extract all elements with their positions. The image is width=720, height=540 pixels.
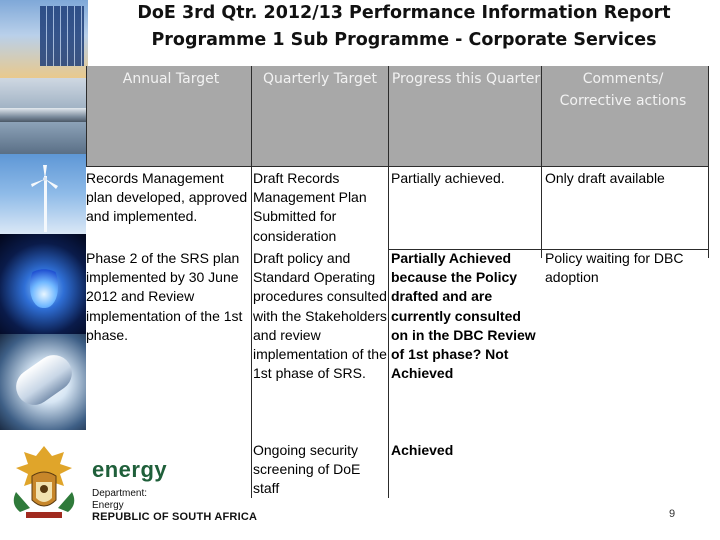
grid-line bbox=[86, 166, 708, 167]
grid-line bbox=[86, 66, 87, 166]
cell-progress-3: Achieved bbox=[391, 442, 454, 458]
energy-logo-word: energy bbox=[92, 457, 168, 482]
table-body bbox=[86, 166, 708, 502]
header-annual-target: Annual Target bbox=[122, 71, 220, 87]
cell-progress-2: Partially Achieved because the Policy dr… bbox=[391, 250, 536, 382]
page-number: 9 bbox=[668, 508, 676, 520]
cell-annual-target-1: Records Management plan developed, appro… bbox=[86, 170, 248, 225]
header-comments: Comments/ Corrective actions bbox=[559, 71, 687, 109]
logo-country: REPUBLIC OF SOUTH AFRICA bbox=[92, 511, 258, 523]
logo-department-name: Energy bbox=[92, 500, 124, 511]
header-progress: Progress this Quarter bbox=[391, 71, 541, 87]
solar-panel-image bbox=[0, 0, 88, 78]
cell-quarterly-target-2: Draft policy and Standard Operating proc… bbox=[253, 250, 387, 382]
solar-panel-icon bbox=[40, 6, 84, 66]
grid-line bbox=[251, 66, 252, 166]
title-line-1: DoE 3rd Qtr. 2012/13 Performance Informa… bbox=[137, 3, 671, 23]
cell-quarterly-target-3: Ongoing security screening of DoE staff bbox=[253, 442, 361, 497]
turbine-mast bbox=[44, 176, 47, 232]
cell-progress-1: Partially achieved. bbox=[391, 170, 505, 186]
logo-department: Department: bbox=[92, 488, 148, 499]
grid-line bbox=[541, 66, 542, 258]
cell-comments-2: Policy waiting for DBC adoption bbox=[545, 250, 684, 286]
grid-line bbox=[251, 166, 252, 498]
cell-comments-1: Only draft available bbox=[545, 170, 665, 186]
pipeline-icon bbox=[0, 108, 88, 122]
header-quarterly-target: Quarterly Target bbox=[262, 71, 378, 87]
title-line-2: Programme 1 Sub Programme - Corporate Se… bbox=[151, 30, 657, 50]
cell-quarterly-target-1: Draft Records Management Plan Submitted … bbox=[253, 170, 367, 244]
wind-turbine-icon bbox=[31, 165, 58, 189]
grid-line bbox=[388, 249, 708, 250]
grid-line bbox=[708, 66, 709, 258]
coat-of-arms-icon bbox=[13, 446, 75, 518]
grid-line bbox=[388, 66, 389, 498]
slide-title: DoE 3rd Qtr. 2012/13 Performance Informa… bbox=[88, 0, 720, 54]
gas-flame-icon bbox=[30, 262, 58, 308]
decorative-image-strip bbox=[0, 0, 88, 540]
performance-table: Annual Target Quarterly Target Progress … bbox=[86, 66, 710, 502]
table-header-row: Annual Target Quarterly Target Progress … bbox=[86, 66, 708, 166]
cell-annual-target-2: Phase 2 of the SRS plan implemented by 3… bbox=[86, 250, 243, 343]
